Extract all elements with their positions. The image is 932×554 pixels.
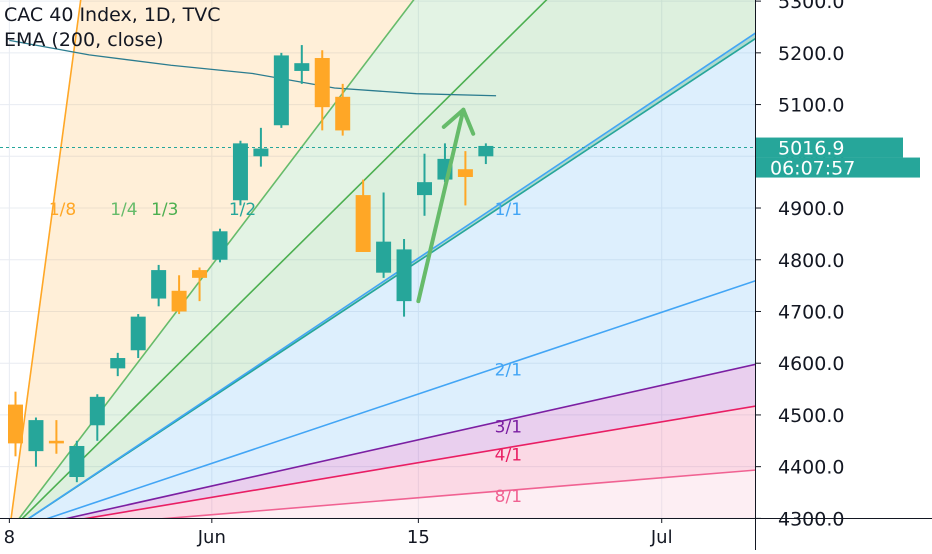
gann-line-1-4 [18, 0, 415, 518]
gann-line-8-1 [161, 469, 755, 518]
countdown-bg [756, 157, 920, 178]
candle-body [110, 358, 126, 369]
candle-body [192, 270, 208, 278]
candle-body [335, 96, 351, 131]
gann-label-1-2: 1/2 [229, 200, 256, 220]
candle [355, 179, 371, 252]
candle-body [355, 195, 371, 252]
candle-body [376, 241, 392, 273]
price-tick-label: 5200.0 [778, 43, 844, 65]
candle-body [130, 316, 146, 351]
candle [69, 440, 85, 483]
countdown-badge: 06:07:57 [756, 157, 920, 180]
current-price-badge: 5016.9 [756, 137, 903, 160]
candle [294, 45, 310, 84]
time-axis-bg [0, 518, 755, 550]
candle [396, 239, 412, 317]
gann-line-1-1 [27, 32, 755, 518]
gann-label-2-1: 2/1 [495, 360, 522, 380]
price-tick-label: 4400.0 [778, 457, 844, 479]
gann-line-2-1 [46, 280, 755, 518]
price-tick-label: 5300.0 [778, 0, 844, 13]
price-tick-label: 5100.0 [778, 95, 844, 117]
gann-label-8-1: 8/1 [495, 487, 522, 507]
candle-body [457, 169, 473, 177]
candle [110, 352, 126, 377]
candle-body [151, 270, 167, 299]
time-axis[interactable]: 8 Jun 15 Jul [0, 518, 932, 550]
candle [335, 83, 351, 136]
candles [8, 45, 494, 483]
gann-line-1-2 [28, 37, 755, 518]
arrow-head [441, 107, 476, 136]
price-tick-label: 4600.0 [778, 353, 844, 375]
price-axis-bg [755, 0, 932, 550]
candle [151, 264, 167, 307]
ema-polyline [9, 39, 497, 97]
arrow-drawing[interactable] [416, 107, 476, 304]
candle [8, 391, 23, 457]
candle [89, 394, 105, 441]
candle [417, 153, 432, 216]
gann-label-1-1: 1/1 [495, 200, 522, 220]
candle-body [478, 145, 494, 157]
price-tick-label: 4900.0 [778, 198, 844, 220]
candle [273, 52, 289, 128]
candle [171, 275, 187, 315]
time-tick-label: Jul [650, 527, 673, 548]
arrow-shaft [416, 107, 466, 304]
candle [478, 143, 494, 165]
price-tick-label: 4500.0 [778, 405, 844, 427]
gann-label-1-3: 1/3 [151, 200, 178, 220]
gann-label-4-1: 4/1 [495, 446, 522, 466]
gann-label-3-1: 3/1 [495, 417, 522, 437]
candle [192, 267, 208, 302]
candle-body [212, 231, 228, 260]
candle-body [396, 249, 412, 302]
candle-body [48, 440, 64, 444]
time-tick-label: 15 [407, 527, 430, 548]
candle [376, 192, 392, 278]
candle-body [253, 148, 269, 157]
candle-body [273, 55, 289, 126]
gann-fill-0 [11, 0, 414, 518]
price-tick-label: 4300.0 [778, 508, 844, 530]
candle [457, 151, 473, 206]
candle [48, 420, 64, 454]
gann-line-3-1 [65, 363, 755, 518]
candle [130, 314, 146, 359]
candle-body [8, 404, 23, 444]
gann-line-4-1 [83, 405, 755, 518]
candle [314, 50, 330, 131]
time-tick-label: 8 [4, 527, 15, 548]
candle [232, 140, 248, 206]
time-tick-label: Jun [197, 527, 226, 548]
candle-body [89, 396, 105, 426]
current-price-text: 5016.9 [778, 138, 844, 160]
candle-body [28, 420, 44, 452]
candle-body [417, 182, 432, 196]
candle-body [314, 58, 330, 108]
candle-body [171, 290, 187, 312]
gann-label-1-8: 1/8 [49, 200, 76, 220]
price-axis[interactable]: 4300.0 4400.0 4500.0 4600.0 4700.0 4800.0 4900… [755, 0, 932, 550]
candle-body [69, 445, 85, 478]
gann-fan-labels: 1/8 1/4 1/3 1/2 1/1 2/1 3/1 4/1 8/1 [49, 200, 522, 507]
candle-body [232, 143, 248, 201]
candle-body [294, 63, 310, 71]
candle [212, 228, 228, 263]
price-tick-label: 4700.0 [778, 301, 844, 323]
ema-line [9, 39, 497, 97]
gann-label-1-4: 1/4 [110, 200, 137, 220]
price-tick-label: 4800.0 [778, 250, 844, 272]
candle [28, 417, 44, 467]
gann-line-1-3 [21, 0, 548, 518]
current-price-bg [756, 137, 903, 158]
countdown-text: 06:07:57 [770, 158, 855, 180]
